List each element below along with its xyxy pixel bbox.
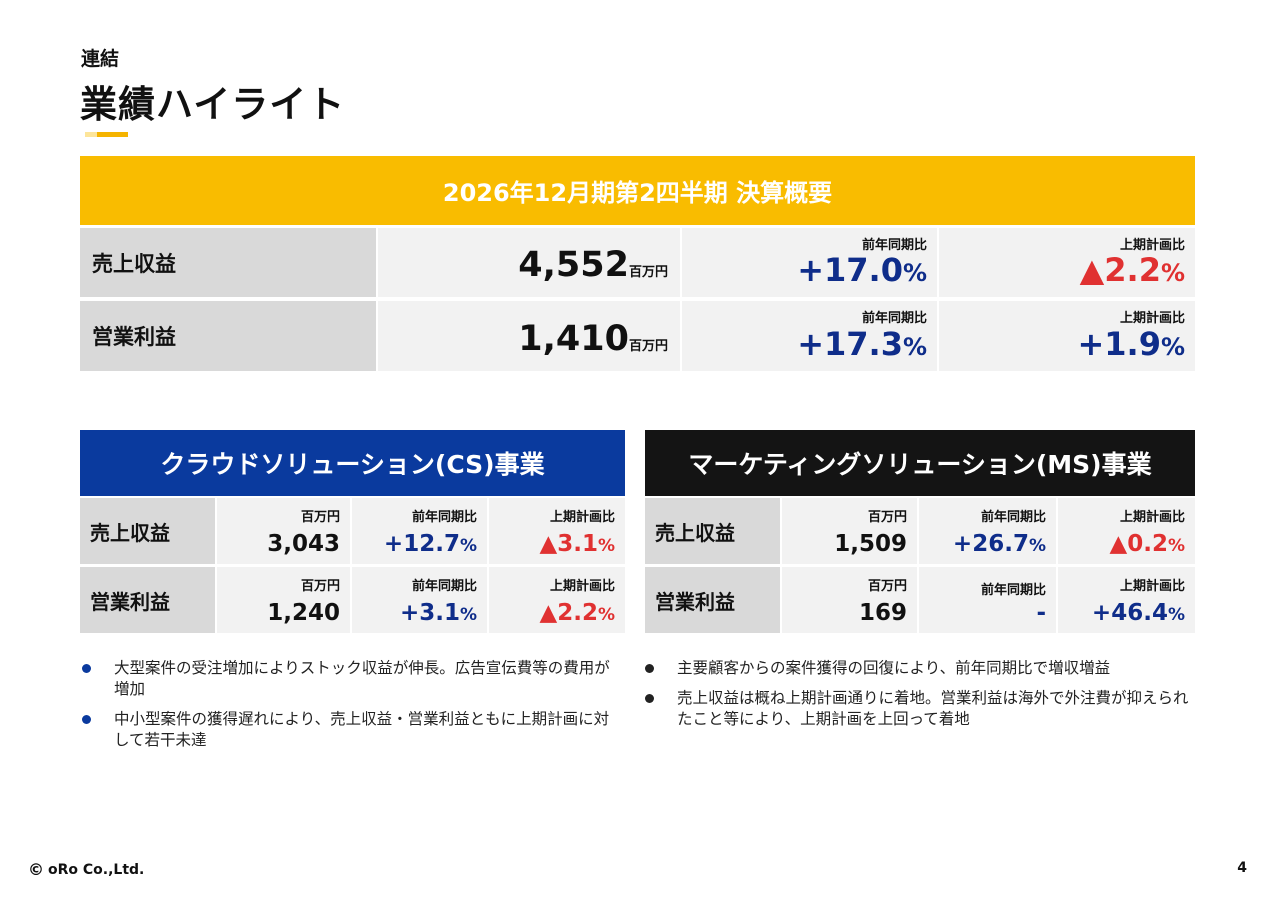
value-number: 1,509 <box>834 531 907 557</box>
yoy-value: +17.0 <box>797 251 903 289</box>
percent-suffix: % <box>1167 536 1185 556</box>
ms-revenue-plan: 上期計画比 ▲0.2% <box>1058 498 1195 564</box>
bullet-text: 主要顧客からの案件獲得の回復により、前年同期比で増収増益 <box>677 659 1111 677</box>
value-number: 1,410 <box>518 319 629 359</box>
bullet-text: 大型案件の受注増加によりストック収益が伸長。広告宣伝費等の費用が増加 <box>114 659 610 698</box>
copyright-icon: © <box>28 860 44 879</box>
bullet-text: 中小型案件の獲得遅れにより、売上収益・営業利益ともに上期計画に対して若干未達 <box>114 710 610 749</box>
percent-suffix: % <box>1167 605 1185 625</box>
percent-suffix: % <box>902 259 927 287</box>
value-number: 1,240 <box>267 600 340 626</box>
summary-row-revenue-yoy: 前年同期比 +17.0% <box>682 228 937 297</box>
value-number: 169 <box>858 600 907 626</box>
percent-suffix: % <box>459 536 477 556</box>
yoy-label: 前年同期比 <box>980 510 1046 525</box>
ms-revenue-value: 百万円 1,509 <box>782 498 917 564</box>
yoy-label: 前年同期比 <box>861 311 927 326</box>
plan-value: ▲0.2 <box>1109 531 1168 557</box>
yoy-value: +17.3 <box>797 325 903 363</box>
yoy-value: +26.7 <box>952 531 1029 557</box>
yoy-label: 前年同期比 <box>861 238 927 253</box>
summary-row-profit-label: 営業利益 <box>80 301 376 371</box>
cs-revenue-yoy: 前年同期比 +12.7% <box>352 498 487 564</box>
percent-suffix: % <box>1160 333 1185 361</box>
ms-commentary: 主要顧客からの案件獲得の回復により、前年同期比で増収増益 売上収益は概ね上期計画… <box>643 658 1198 739</box>
percent-suffix: % <box>597 605 615 625</box>
value-number: 4,552 <box>518 245 629 285</box>
percent-suffix: % <box>459 605 477 625</box>
summary-banner: 2026年12月期第2四半期 決算概要 <box>80 156 1195 225</box>
cs-profit-yoy: 前年同期比 +3.1% <box>352 567 487 633</box>
plan-value: +1.9 <box>1077 325 1161 363</box>
title-underline <box>85 132 128 137</box>
plan-label: 上期計画比 <box>549 510 615 525</box>
list-item: 主要顧客からの案件獲得の回復により、前年同期比で増収増益 <box>643 658 1198 679</box>
plan-label: 上期計画比 <box>549 579 615 594</box>
yoy-label: 前年同期比 <box>980 583 1046 598</box>
plan-value: +46.4 <box>1091 600 1168 626</box>
yoy-label: 前年同期比 <box>411 510 477 525</box>
plan-value: ▲3.1 <box>539 531 598 557</box>
plan-label: 上期計画比 <box>1119 311 1185 326</box>
company-logo: © oRo Co.,Ltd. <box>28 860 144 879</box>
value-number: 3,043 <box>267 531 340 557</box>
unit-label: 百万円 <box>300 510 340 525</box>
cs-profit-value: 百万円 1,240 <box>217 567 350 633</box>
ms-profit-plan: 上期計画比 +46.4% <box>1058 567 1195 633</box>
ms-profit-value: 百万円 169 <box>782 567 917 633</box>
yoy-value: +3.1 <box>399 600 460 626</box>
value-unit: 百万円 <box>628 265 668 280</box>
cs-profit-plan: 上期計画比 ▲2.2% <box>489 567 625 633</box>
page-number: 4 <box>1237 860 1247 876</box>
summary-row-revenue-plan: 上期計画比 ▲2.2% <box>939 228 1195 297</box>
plan-value: ▲2.2 <box>1079 251 1161 289</box>
cs-commentary: 大型案件の受注増加によりストック収益が伸長。広告宣伝費等の費用が増加 中小型案件… <box>80 658 620 760</box>
bullet-icon <box>82 715 91 724</box>
cs-profit-label: 営業利益 <box>80 567 215 633</box>
plan-label: 上期計画比 <box>1119 510 1185 525</box>
cs-revenue-label: 売上収益 <box>80 498 215 564</box>
ms-revenue-yoy: 前年同期比 +26.7% <box>919 498 1056 564</box>
ms-revenue-label: 売上収益 <box>645 498 780 564</box>
unit-label: 百万円 <box>300 579 340 594</box>
bullet-icon <box>82 664 91 673</box>
cs-segment-header: クラウドソリューション(CS)事業 <box>80 430 625 496</box>
yoy-value: - <box>1036 600 1046 626</box>
summary-row-revenue-value: 4,552百万円 <box>378 228 680 297</box>
yoy-value: +12.7 <box>383 531 460 557</box>
ms-segment-header: マーケティングソリューション(MS)事業 <box>645 430 1195 496</box>
summary-row-profit-yoy: 前年同期比 +17.3% <box>682 301 937 371</box>
plan-value: ▲2.2 <box>539 600 598 626</box>
page-title: 業績ハイライト <box>80 83 346 126</box>
percent-suffix: % <box>1160 259 1185 287</box>
bullet-text: 売上収益は概ね上期計画通りに着地。営業利益は海外で外注費が抑えられたこと等により… <box>677 689 1189 728</box>
list-item: 大型案件の受注増加によりストック収益が伸長。広告宣伝費等の費用が増加 <box>80 658 620 700</box>
percent-suffix: % <box>597 536 615 556</box>
section-subtitle: 連結 <box>81 48 120 70</box>
bullet-icon <box>645 664 654 673</box>
percent-suffix: % <box>902 333 927 361</box>
cs-revenue-value: 百万円 3,043 <box>217 498 350 564</box>
list-item: 中小型案件の獲得遅れにより、売上収益・営業利益ともに上期計画に対して若干未達 <box>80 709 620 751</box>
percent-suffix: % <box>1028 536 1046 556</box>
plan-label: 上期計画比 <box>1119 579 1185 594</box>
company-name: oRo Co.,Ltd. <box>48 861 145 878</box>
unit-label: 百万円 <box>867 579 907 594</box>
list-item: 売上収益は概ね上期計画通りに着地。営業利益は海外で外注費が抑えられたこと等により… <box>643 688 1198 730</box>
summary-row-profit-plan: 上期計画比 +1.9% <box>939 301 1195 371</box>
unit-label: 百万円 <box>867 510 907 525</box>
ms-profit-label: 営業利益 <box>645 567 780 633</box>
ms-profit-yoy: 前年同期比 - <box>919 567 1056 633</box>
value-unit: 百万円 <box>628 339 668 354</box>
cs-revenue-plan: 上期計画比 ▲3.1% <box>489 498 625 564</box>
plan-label: 上期計画比 <box>1119 238 1185 253</box>
yoy-label: 前年同期比 <box>411 579 477 594</box>
summary-row-profit-value: 1,410百万円 <box>378 301 680 371</box>
bullet-icon <box>645 694 654 703</box>
summary-row-revenue-label: 売上収益 <box>80 228 376 297</box>
